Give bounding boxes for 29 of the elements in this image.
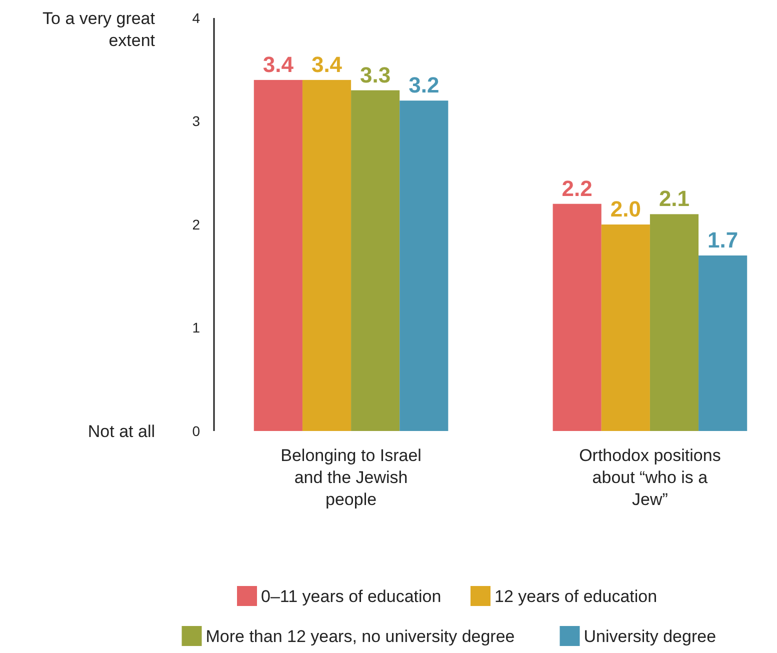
data-label: 2.1 (658, 186, 690, 212)
data-label: 2.2 (562, 176, 592, 201)
bar (351, 90, 400, 431)
y-tick-label: 3 (192, 113, 200, 130)
bar (552, 204, 602, 431)
bar (254, 80, 302, 431)
data-label: 3.4 (262, 52, 294, 77)
legend-label: University degree (584, 626, 716, 646)
y-tick-label: 4 (192, 10, 200, 26)
bar (601, 224, 650, 431)
data-label: 3.3 (360, 62, 391, 88)
bar (650, 214, 699, 431)
legend-label: 12 years of education (494, 586, 658, 606)
data-label: 1.7 (708, 227, 738, 252)
data-label: 3.2 (408, 72, 440, 98)
text: To a very great extent (42, 8, 156, 50)
x-tick-label: Orthodox positions about “who is a Jew” (579, 446, 721, 509)
data-label: 2.0 (610, 196, 641, 222)
bar (698, 255, 748, 431)
y-tick-label: 0 (192, 422, 200, 439)
legend-label: More than 12 years, no university degree (206, 626, 515, 646)
y-tick-label: 1 (192, 320, 200, 336)
text: Not at all (88, 422, 155, 441)
data-label: 3.4 (311, 52, 343, 77)
bar (302, 80, 352, 431)
bar (400, 100, 448, 431)
x-tick-label: Belonging to Israel and the Jewish people (280, 446, 422, 509)
y-tick-label: 2 (192, 216, 200, 232)
legend-label: 0–11 years of education (261, 586, 442, 606)
